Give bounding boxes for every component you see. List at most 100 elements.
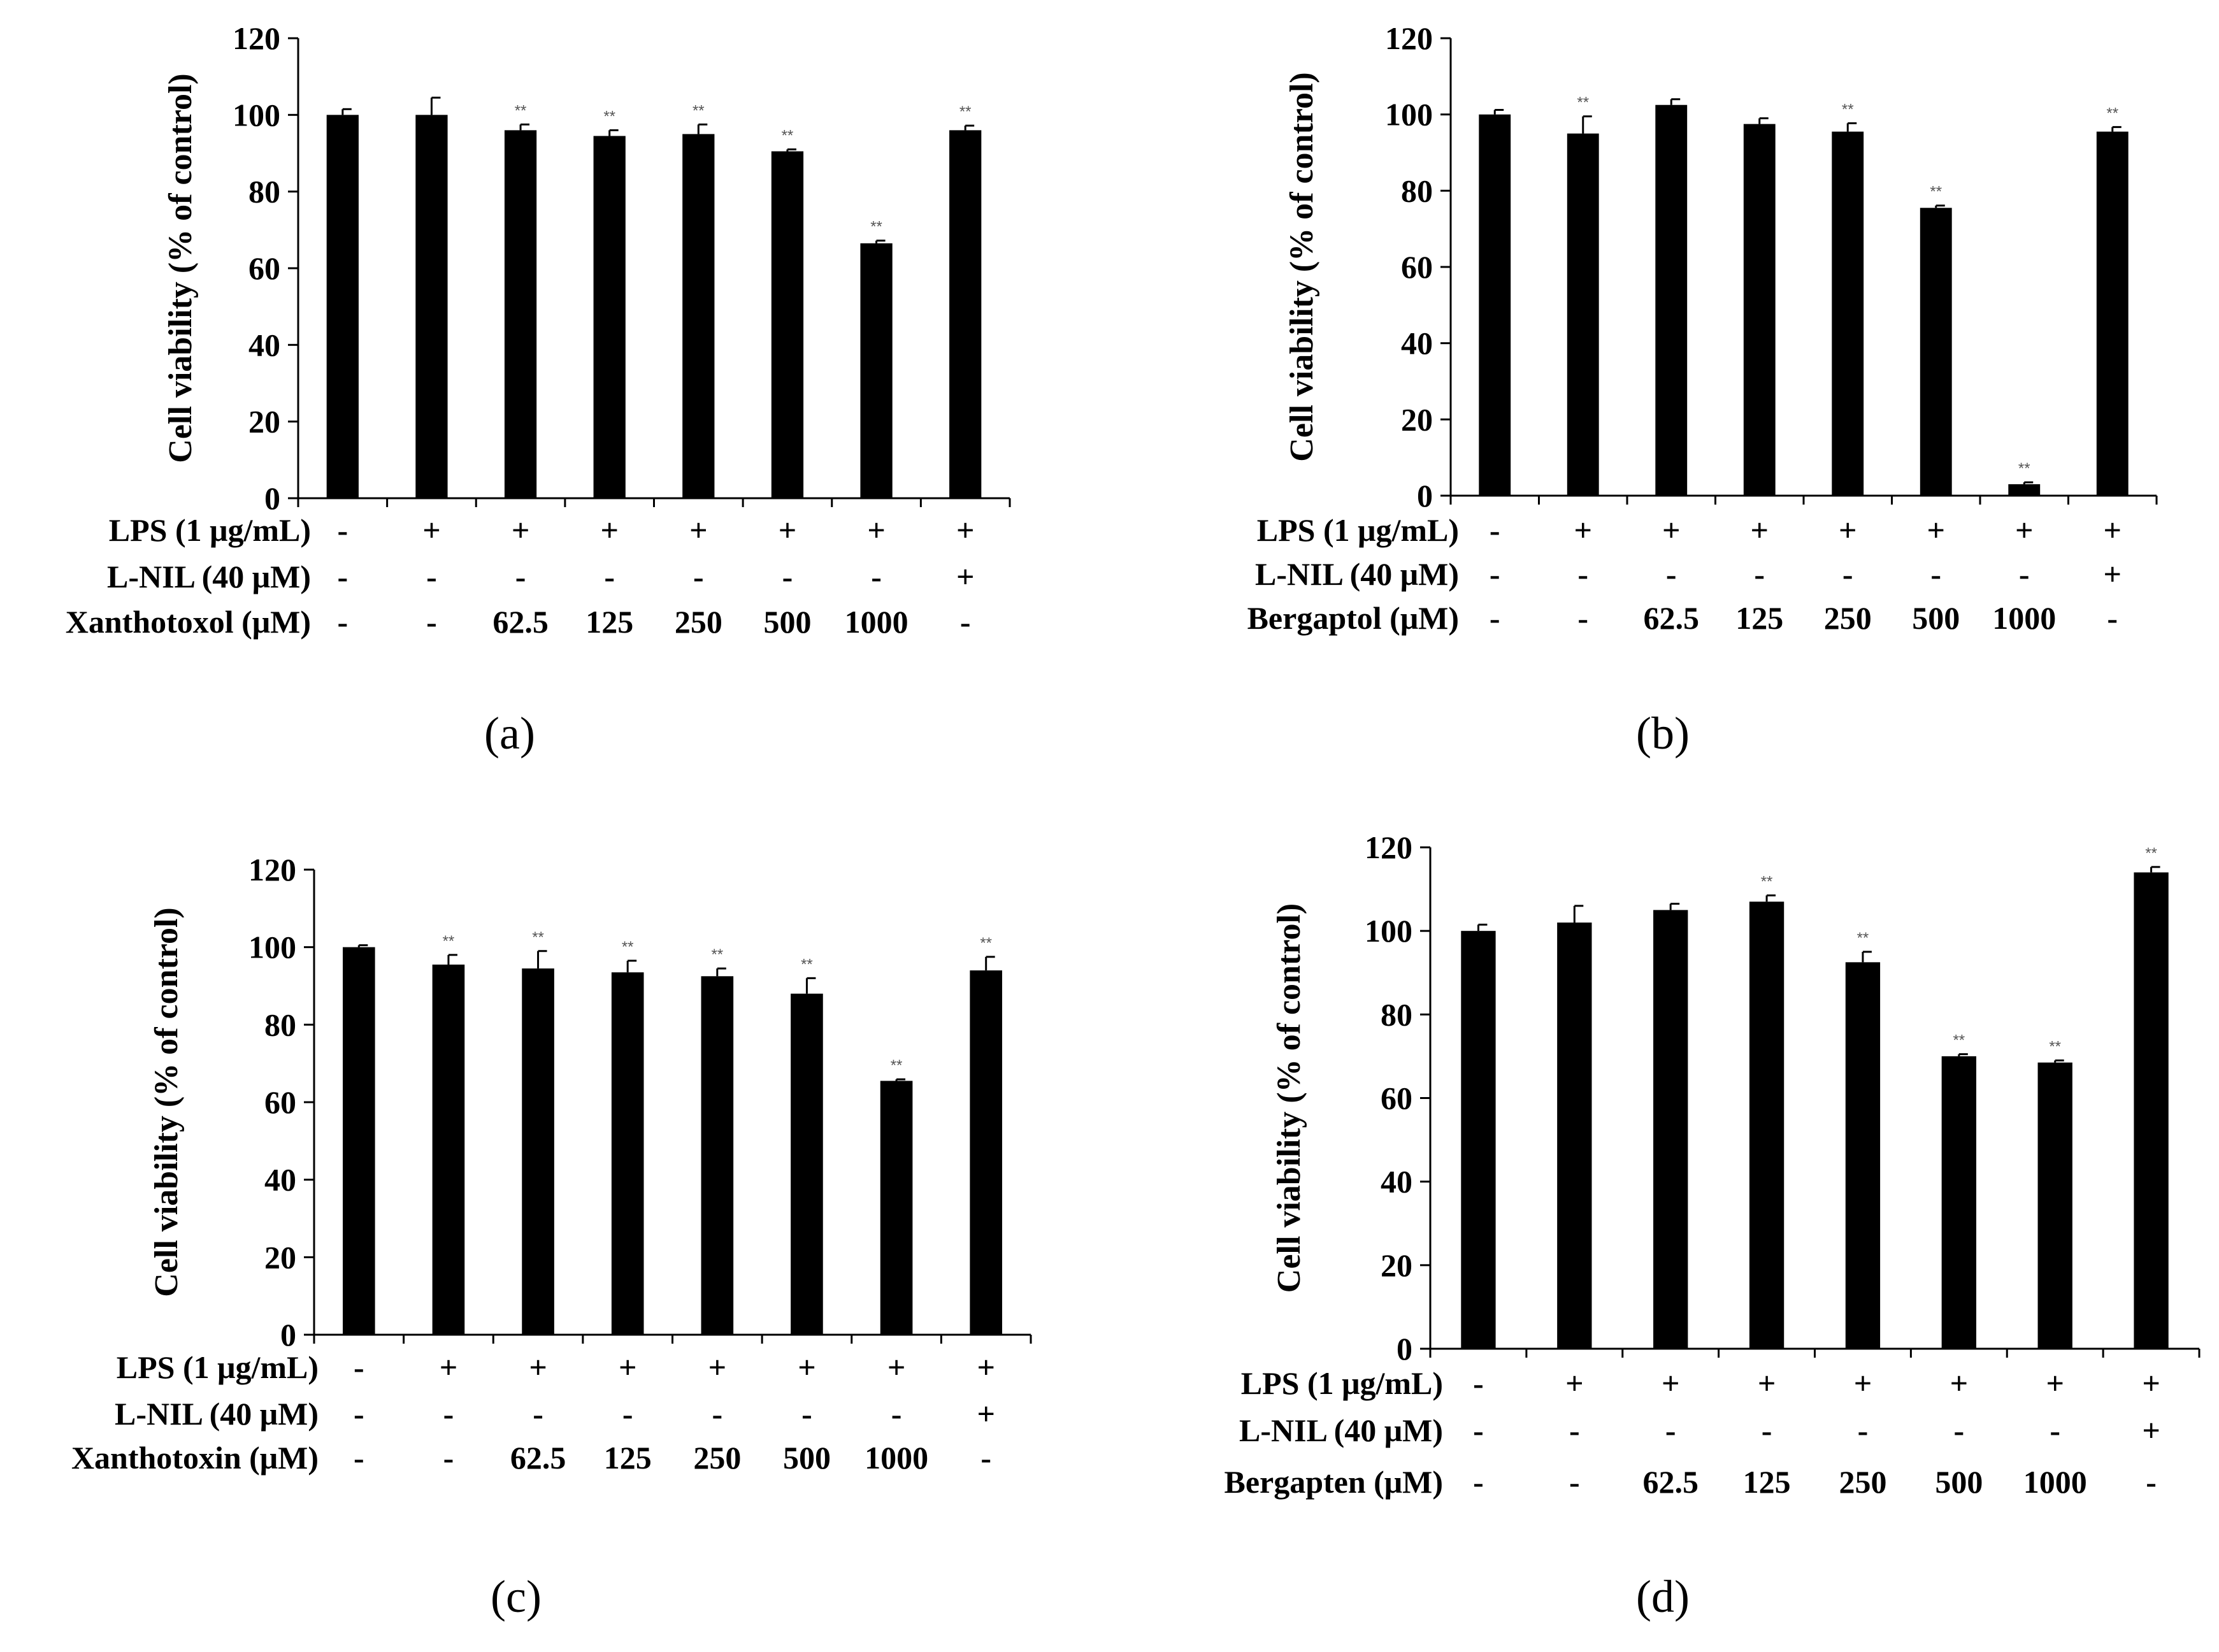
y-tick-label: 80 — [264, 1007, 296, 1042]
significance-mark: ** — [532, 929, 544, 946]
bar-3 — [1655, 104, 1688, 496]
bar-3 — [522, 968, 554, 1335]
condition-label: LPS (1 μg/mL) — [1241, 1365, 1443, 1401]
condition-value: - — [1762, 1412, 1772, 1448]
bar-1 — [343, 947, 375, 1335]
condition-label: L-NIL (40 μM) — [1239, 1412, 1443, 1448]
condition-value: - — [1666, 556, 1677, 592]
bar-5 — [1845, 962, 1881, 1349]
significance-mark: ** — [959, 103, 972, 120]
condition-value: - — [354, 1349, 364, 1385]
significance-mark: ** — [622, 938, 634, 956]
significance-mark: ** — [693, 102, 705, 119]
bar-4 — [1743, 124, 1776, 496]
y-tick-label: 20 — [248, 404, 280, 440]
condition-value: + — [1758, 1365, 1776, 1401]
condition-value: - — [1930, 556, 1941, 592]
condition-value: - — [443, 1396, 454, 1432]
condition-value: + — [440, 1349, 458, 1385]
condition-value: - — [426, 559, 437, 594]
condition-value: + — [1839, 512, 1857, 548]
condition-value: - — [1754, 556, 1765, 592]
y-axis-label: Cell viability (% of control) — [148, 907, 185, 1296]
condition-value: - — [2107, 600, 2118, 636]
bar-4 — [593, 136, 626, 499]
condition-value: 62.5 — [1642, 1464, 1698, 1500]
y-tick-label: 40 — [1381, 1164, 1412, 1200]
condition-value: - — [604, 559, 615, 594]
condition-value: 500 — [763, 604, 811, 640]
y-tick-label: 100 — [248, 930, 296, 965]
condition-value: 1000 — [2023, 1464, 2087, 1500]
y-tick-label: 60 — [1401, 249, 1433, 285]
condition-value: - — [426, 604, 437, 640]
y-tick-label: 40 — [1401, 326, 1433, 361]
significance-mark: ** — [980, 935, 992, 952]
y-tick-label: 120 — [233, 20, 280, 56]
condition-value: + — [867, 512, 886, 548]
significance-mark: ** — [1930, 183, 1942, 201]
condition-value: 125 — [1743, 1464, 1791, 1500]
condition-value: - — [1577, 556, 1588, 592]
y-tick-label: 100 — [233, 97, 280, 133]
condition-label: Xanthotoxol (μM) — [66, 604, 311, 640]
condition-value: + — [2142, 1412, 2160, 1448]
y-tick-label: 120 — [1385, 20, 1433, 56]
condition-value: + — [779, 512, 797, 548]
condition-value: + — [2142, 1365, 2160, 1401]
significance-mark: ** — [1577, 94, 1589, 111]
bar-5 — [1832, 131, 1864, 496]
panel-label: (c) — [491, 1571, 542, 1622]
condition-value: - — [871, 559, 882, 594]
condition-value: - — [337, 512, 348, 548]
significance-mark: ** — [891, 1057, 903, 1074]
y-tick-label: 20 — [1401, 401, 1433, 437]
significance-mark: ** — [782, 127, 794, 144]
y-tick-label: 0 — [280, 1317, 296, 1353]
bar-4 — [611, 972, 644, 1335]
condition-value: + — [2104, 556, 2122, 592]
y-axis-label: Cell viability (% of control) — [162, 73, 199, 463]
chart-panel-a: 0 20 40 60 80 100 120 Cell viability (% of cont… — [66, 20, 1011, 759]
condition-value: 62.5 — [510, 1440, 566, 1476]
condition-label: Bergapten (μM) — [1224, 1464, 1443, 1500]
condition-value: 1000 — [865, 1440, 928, 1476]
condition-value: - — [354, 1396, 364, 1432]
bar-8 — [2096, 131, 2129, 496]
significance-mark: ** — [711, 946, 723, 963]
significance-mark: ** — [801, 956, 813, 973]
condition-value: + — [887, 1349, 906, 1385]
condition-value: + — [1662, 1365, 1680, 1401]
y-tick-label: 40 — [248, 327, 280, 363]
bar-4 — [1749, 901, 1785, 1349]
condition-value: - — [443, 1440, 454, 1476]
condition-value: - — [515, 559, 526, 594]
y-tick-label: 40 — [264, 1162, 296, 1198]
y-tick-label: 0 — [1397, 1331, 1412, 1367]
condition-value: + — [512, 512, 530, 548]
bar-1 — [1461, 931, 1496, 1349]
condition-value: 62.5 — [492, 604, 549, 640]
condition-value: + — [422, 512, 441, 548]
condition-value: - — [2019, 556, 2030, 592]
bar-7 — [860, 243, 893, 498]
condition-value: + — [1574, 512, 1593, 548]
condition-value: - — [891, 1396, 902, 1432]
condition-label: LPS (1 μg/mL) — [109, 512, 311, 548]
significance-mark: ** — [603, 108, 615, 125]
panel-label: (b) — [1636, 708, 1690, 759]
condition-value: - — [693, 559, 704, 594]
y-tick-label: 80 — [1401, 173, 1433, 208]
condition-value: - — [1569, 1412, 1580, 1448]
condition-label: Bergaptol (μM) — [1247, 600, 1459, 636]
condition-value: - — [354, 1440, 364, 1476]
condition-value: - — [533, 1396, 543, 1432]
bar-8 — [2134, 872, 2169, 1349]
chart-panel-b: 0 20 40 60 80 100 120 Cell viability (% of cont… — [1247, 20, 2158, 759]
significance-mark: ** — [1842, 101, 1854, 118]
y-tick-label: 0 — [1417, 478, 1433, 514]
condition-value: 250 — [693, 1440, 741, 1476]
significance-mark: ** — [1953, 1032, 1965, 1049]
significance-mark: ** — [870, 219, 882, 236]
bar-6 — [791, 993, 823, 1335]
